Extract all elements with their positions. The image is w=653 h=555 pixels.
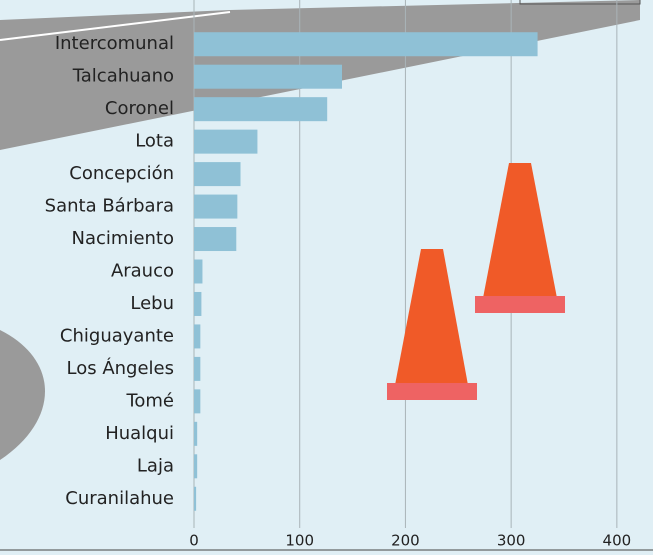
y-tick-label: Santa Bárbara	[45, 196, 174, 217]
decor-line	[0, 11, 231, 41]
bar	[194, 64, 342, 89]
y-tick-label: Concepción	[69, 163, 174, 184]
cone	[395, 249, 468, 385]
bar	[194, 97, 328, 122]
decor-bracket	[519, 0, 641, 5]
y-tick-label: Nacimiento	[72, 228, 174, 249]
y-tick-label: Talcahuano	[72, 66, 174, 87]
y-tick-label: Curanilahue	[65, 488, 174, 509]
bar	[194, 32, 538, 57]
y-tick-label: Laja	[137, 455, 174, 476]
y-tick-label: Hualqui	[105, 423, 174, 444]
bar	[194, 356, 201, 381]
cone	[483, 163, 557, 298]
y-tick-label: Lota	[135, 131, 174, 152]
bar	[194, 421, 198, 446]
bar	[194, 129, 258, 154]
bar	[194, 259, 203, 284]
bar	[194, 454, 198, 479]
x-tick-label: 400	[603, 532, 632, 550]
cone-base	[475, 296, 565, 313]
x-tick-label: 300	[497, 532, 526, 550]
y-tick-label: Intercomunal	[55, 33, 174, 54]
bar	[194, 324, 201, 349]
bar	[194, 291, 202, 316]
decor-curve	[0, 330, 45, 460]
bar	[194, 486, 197, 511]
bar	[194, 162, 241, 187]
bar	[194, 227, 237, 252]
x-tick-label: 100	[285, 532, 314, 550]
x-tick-label: 0	[189, 532, 199, 550]
y-tick-label: Coronel	[105, 98, 174, 119]
plot: 0 100 200 300 400 Intercomunal Talcahuano Coron…	[45, 0, 632, 550]
y-tick-label: Arauco	[111, 261, 174, 282]
y-tick-label: Tomé	[125, 390, 174, 411]
y-tick-label: Lebu	[130, 293, 174, 314]
bar	[194, 194, 238, 219]
x-tick-label: 200	[391, 532, 420, 550]
cones	[387, 163, 565, 400]
bar	[194, 389, 201, 414]
y-tick-label: Chiguayante	[60, 325, 174, 346]
cone-base	[387, 383, 477, 400]
y-tick-label: Los Ángeles	[67, 357, 175, 379]
